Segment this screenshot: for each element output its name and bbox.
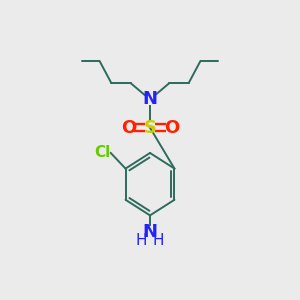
Text: H: H xyxy=(153,233,164,248)
Text: N: N xyxy=(142,91,158,109)
Text: Cl: Cl xyxy=(94,146,111,160)
Text: O: O xyxy=(164,119,179,137)
Text: O: O xyxy=(121,119,136,137)
Text: H: H xyxy=(136,233,147,248)
Text: S: S xyxy=(143,119,157,137)
Text: N: N xyxy=(142,223,158,241)
